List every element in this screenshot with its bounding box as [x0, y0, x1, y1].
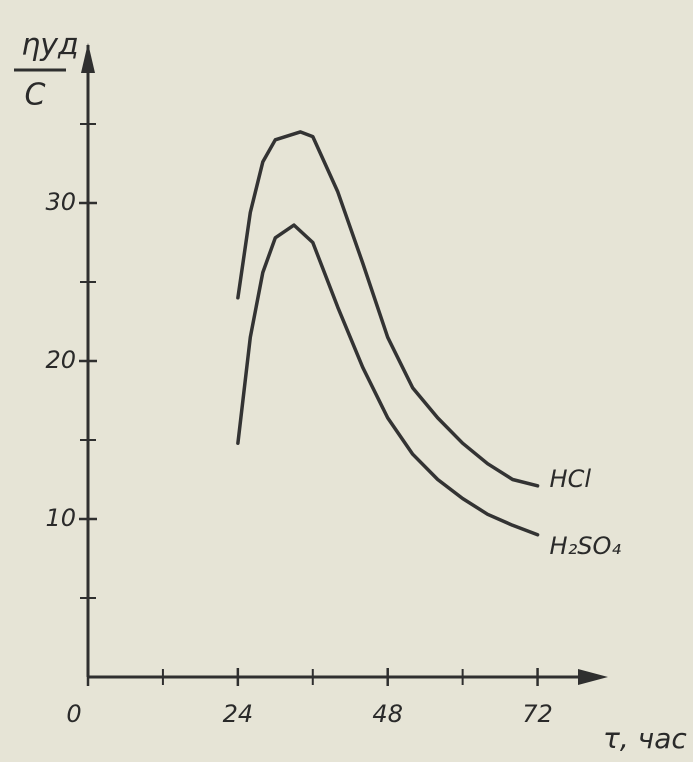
y-tick-label: 30: [45, 188, 76, 216]
y-axis-arrow: [81, 43, 95, 73]
x-tick-label: 48: [372, 700, 403, 728]
x-tick-label: 24: [223, 700, 254, 728]
series-label: H₂SO₄: [550, 532, 622, 560]
y-tick-label: 20: [45, 346, 76, 374]
y-tick-label: 10: [45, 504, 76, 532]
x-tick-label: 72: [522, 700, 553, 728]
series-line: [236, 223, 540, 537]
y-label-denominator: C: [25, 78, 46, 113]
series-line: [236, 130, 540, 488]
x-tick-label: 0: [66, 700, 81, 728]
x-axis-arrow: [578, 669, 608, 685]
series-label: HCl: [550, 465, 592, 493]
y-label-numerator: ηуд: [21, 28, 79, 63]
x-label: τ, час: [603, 722, 687, 755]
